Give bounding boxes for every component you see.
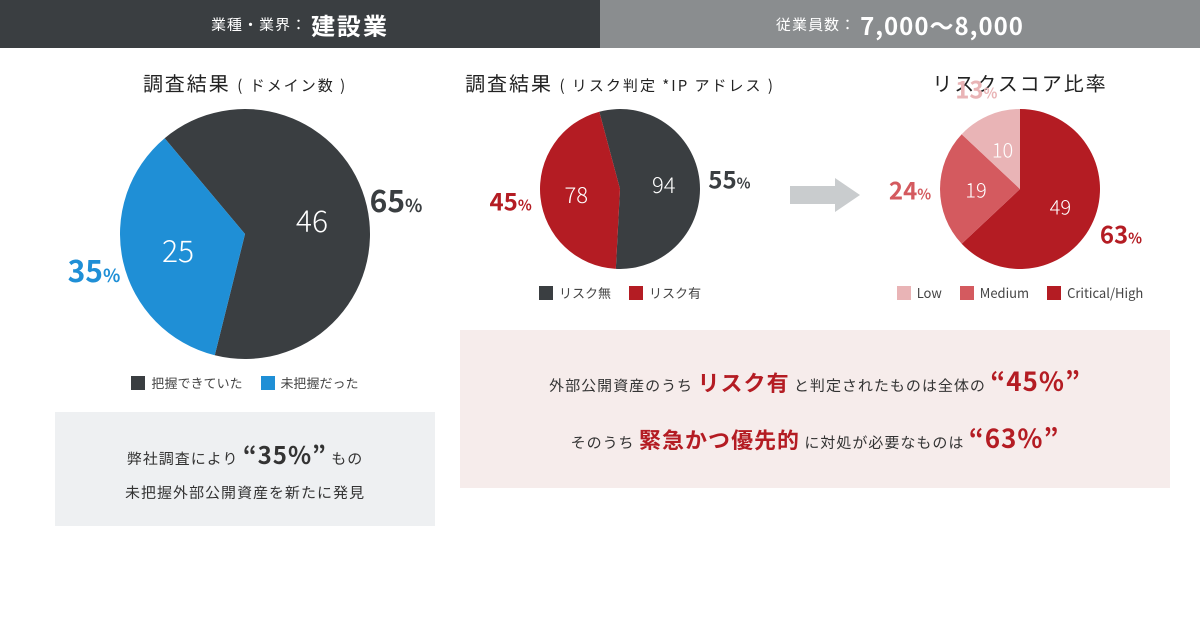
header-industry: 業種・業界： 建設業: [0, 0, 600, 48]
legend-item: 把握できていた: [131, 373, 242, 392]
pie-slice-percent: 13%: [955, 71, 997, 106]
legend-label: Medium: [980, 283, 1029, 302]
pie-slice-value: 78: [564, 178, 588, 210]
callout-left-text: 未把握外部公開資産を新たに発見: [125, 482, 365, 503]
pie-slice-percent: 24%: [889, 172, 931, 207]
pie-slice-percent: 63%: [1100, 215, 1142, 250]
callout-right-text: に対処が必要なものは: [804, 432, 964, 453]
legend-item: Medium: [960, 283, 1029, 302]
callout-right-em: リスク有: [698, 366, 790, 398]
legend-swatch: [1047, 286, 1061, 300]
pie-slice-value: 19: [965, 175, 986, 204]
legend-label: リスク無: [559, 283, 611, 302]
legend-label: 未把握だった: [281, 373, 359, 392]
legend-label: Low: [917, 283, 942, 302]
callout-right-em: “45%”: [990, 362, 1081, 399]
chart1-legend: 把握できていた 未把握だった: [131, 373, 358, 392]
header-employees: 従業員数： 7,000〜8,000: [600, 0, 1200, 48]
pie-slice-value: 25: [162, 227, 194, 271]
pie-slice-percent: 35%: [68, 247, 121, 291]
callout-left-emphasis: “35%”: [243, 436, 327, 471]
chart2-block: 調査結果 ( リスク判定 *IP アドレス ) 9455%7845% リスク無リ…: [460, 68, 780, 302]
chart2-legend: リスク無 リスク有: [539, 283, 701, 302]
pie-slice-percent: 65%: [370, 177, 423, 221]
header-industry-label: 業種・業界：: [211, 14, 307, 35]
legend-swatch: [897, 286, 911, 300]
chart1-title-main: 調査結果: [143, 68, 231, 97]
arrow-icon: [790, 178, 860, 212]
main: 調査結果 ( ドメイン数 ) 4665%2535% 把握できていた未把握だった …: [0, 48, 1200, 632]
chart2-title-sub: ( リスク判定 *IP アドレス ): [560, 75, 775, 96]
pie-slice-percent: 55%: [708, 160, 750, 195]
legend-label: リスク有: [649, 283, 701, 302]
pie-slice-value: 46: [296, 197, 328, 241]
legend-swatch: [131, 376, 145, 390]
chart1-title-sub: ( ドメイン数 ): [237, 75, 347, 96]
legend-item: リスク無: [539, 283, 611, 302]
pie-slice-value: 49: [1050, 192, 1071, 221]
callout-right-text: と判定されたものは全体の: [794, 375, 986, 396]
callout-right-text: 外部公開資産のうち: [549, 375, 693, 396]
legend-swatch: [261, 376, 275, 390]
header-employees-value: 7,000〜8,000: [860, 7, 1024, 42]
callout-right: 外部公開資産のうち リスク有 と判定されたものは全体の “45%” そのうち 緊…: [460, 330, 1170, 488]
chart3-pie: 4963%1924%1013%: [940, 109, 1100, 269]
header: 業種・業界： 建設業 従業員数： 7,000〜8,000: [0, 0, 1200, 48]
chart3-legend: Low Medium Critical/High: [897, 283, 1144, 302]
chart1-title: 調査結果 ( ドメイン数 ): [143, 68, 347, 97]
header-employees-label: 従業員数：: [776, 14, 856, 35]
pie-slice-value: 10: [992, 134, 1013, 163]
legend-item: リスク有: [629, 283, 701, 302]
chart2-title-main: 調査結果: [465, 68, 553, 97]
legend-item: Low: [897, 283, 942, 302]
callout-right-text: そのうち: [571, 432, 635, 453]
chart2-pie: 9455%7845%: [540, 109, 700, 269]
callout-right-em: “63%”: [969, 419, 1060, 456]
callout-left-text: もの: [331, 448, 363, 469]
column-left: 調査結果 ( ドメイン数 ) 4665%2535% 把握できていた未把握だった …: [30, 68, 460, 632]
legend-item: 未把握だった: [261, 373, 359, 392]
legend-label: 把握できていた: [151, 373, 242, 392]
callout-left-text: 弊社調査により: [127, 448, 239, 469]
header-industry-value: 建設業: [311, 7, 389, 42]
legend-swatch: [960, 286, 974, 300]
callout-left: 弊社調査により “35%” もの 未把握外部公開資産を新たに発見: [55, 412, 435, 526]
chart3-block: リスクスコア比率 4963%1924%1013% LowMediumCritic…: [870, 68, 1170, 302]
legend-swatch: [629, 286, 643, 300]
right-charts-row: 調査結果 ( リスク判定 *IP アドレス ) 9455%7845% リスク無リ…: [460, 68, 1170, 302]
chart1-pie: 4665%2535%: [120, 109, 370, 359]
chart2-title: 調査結果 ( リスク判定 *IP アドレス ): [465, 68, 775, 97]
legend-swatch: [539, 286, 553, 300]
legend-label: Critical/High: [1067, 283, 1143, 302]
pie-slice-percent: 45%: [490, 183, 532, 218]
legend-item: Critical/High: [1047, 283, 1143, 302]
pie-slice-value: 94: [652, 168, 676, 200]
callout-right-em: 緊急かつ優先的: [639, 423, 800, 455]
column-right: 調査結果 ( リスク判定 *IP アドレス ) 9455%7845% リスク無リ…: [460, 68, 1170, 632]
